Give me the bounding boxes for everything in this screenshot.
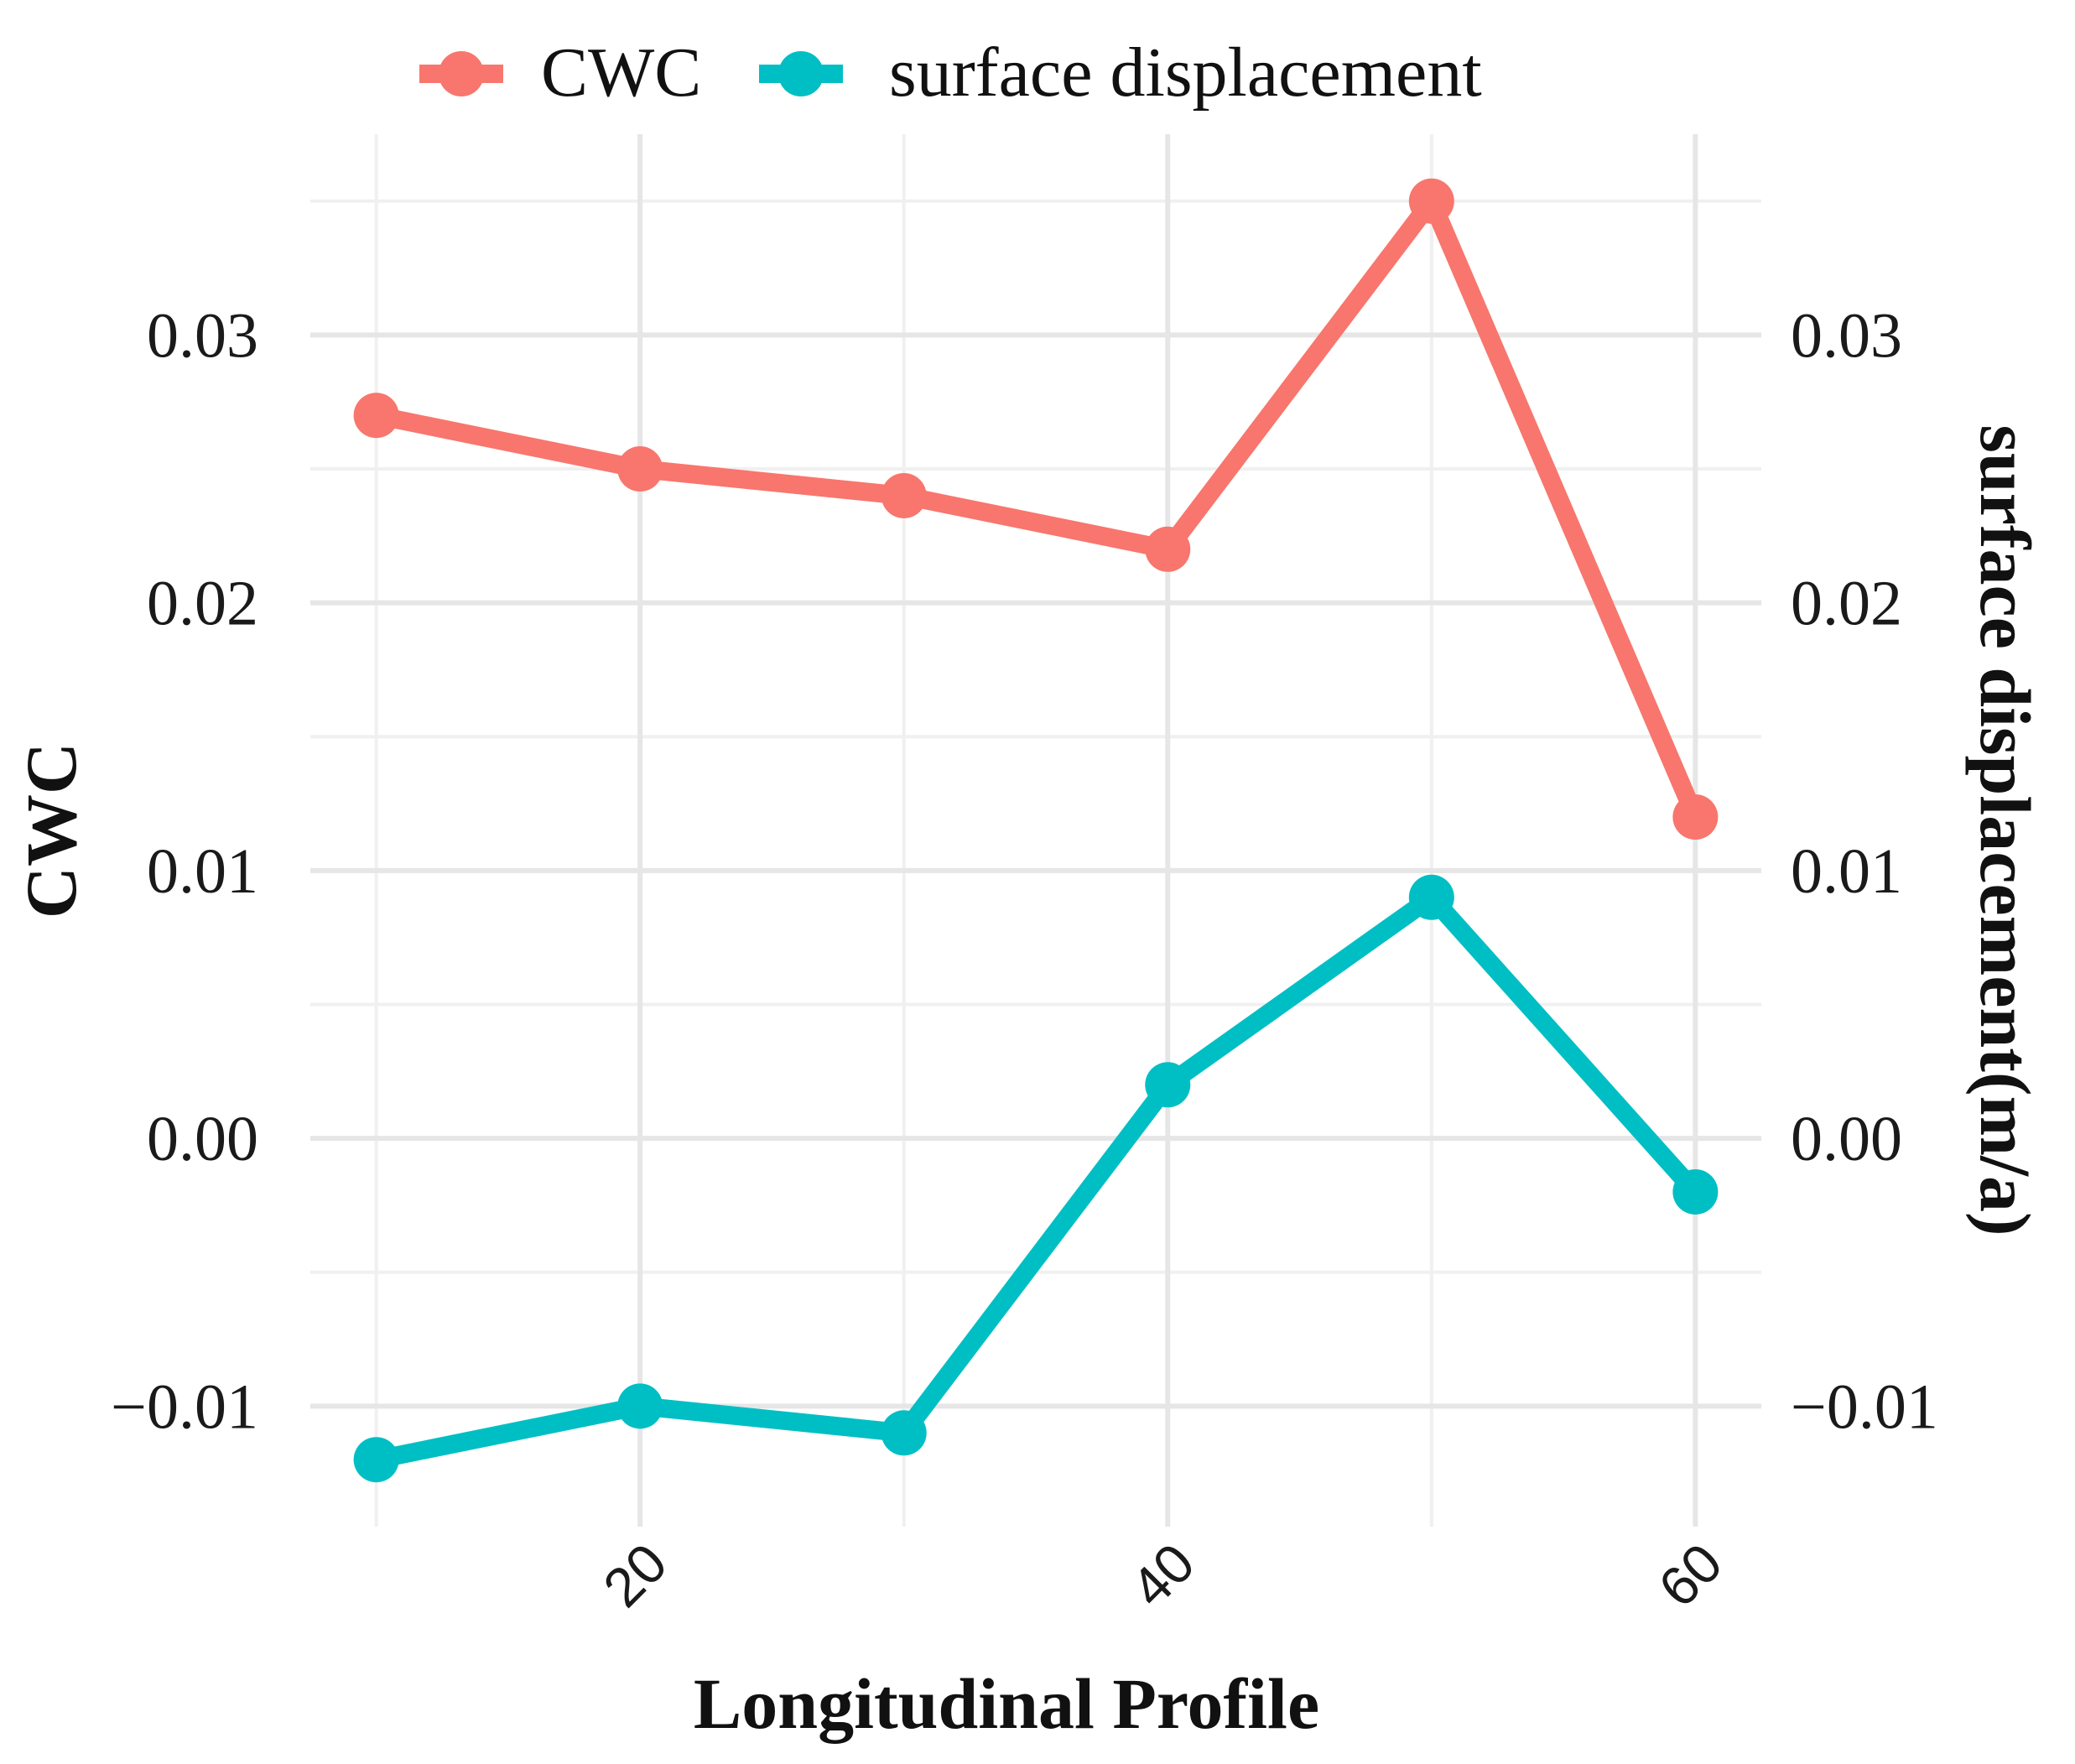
left-y-axis-ticks: −0.01 0.00 0.01 0.02 0.03 (111, 300, 258, 1442)
data-point (353, 393, 399, 439)
data-point (353, 1437, 399, 1483)
right-y-tick-label: 0.03 (1791, 300, 1902, 371)
series-cwc (353, 178, 1719, 840)
data-point (881, 472, 927, 518)
series-layer (353, 178, 1719, 1483)
right-y-tick-label: 0.01 (1791, 836, 1902, 907)
x-axis-title: Longitudinal Profile (694, 1663, 1319, 1744)
data-point (881, 1410, 927, 1456)
left-y-tick-label: 0.01 (147, 836, 258, 907)
right-y-tick-label: 0.00 (1791, 1104, 1902, 1174)
legend-item: CWC (419, 34, 701, 112)
legend-label: surface displacement (889, 34, 1482, 112)
left-y-axis-title: CWC (11, 742, 91, 918)
right-y-axis-title: surface displacement(m/a) (1965, 424, 2046, 1236)
series-line (367, 191, 1705, 827)
right-y-tick-label: −0.01 (1791, 1371, 1938, 1442)
data-point (1672, 1168, 1719, 1215)
data-point (1408, 178, 1454, 224)
data-point (1145, 526, 1191, 572)
data-point (617, 446, 663, 492)
x-tick-label: 40 (1119, 1532, 1206, 1619)
data-point (1408, 874, 1454, 920)
x-tick-label: 60 (1646, 1532, 1734, 1619)
data-point (1145, 1062, 1191, 1108)
legend-swatch-marker (778, 51, 824, 96)
legend-label: CWC (541, 34, 701, 112)
data-point (617, 1383, 663, 1429)
right-y-tick-label: 0.02 (1791, 569, 1902, 639)
series-surface-displacement (353, 874, 1719, 1483)
right-y-axis-ticks: −0.01 0.00 0.01 0.02 0.03 (1791, 300, 1938, 1442)
legend-item: surface displacement (759, 34, 1482, 112)
x-axis-ticks: 20 40 60 (591, 1532, 1734, 1619)
left-y-tick-label: 0.02 (147, 569, 258, 639)
series-line (367, 887, 1705, 1470)
data-point (1672, 794, 1719, 840)
grid-lines (310, 134, 1761, 1527)
left-y-tick-label: 0.03 (147, 300, 258, 371)
legend-swatch-marker (439, 51, 484, 96)
left-y-tick-label: 0.00 (147, 1104, 258, 1174)
x-tick-label: 20 (591, 1532, 679, 1619)
legend: CWC surface displacement (419, 34, 1482, 112)
left-y-tick-label: −0.01 (111, 1371, 258, 1442)
